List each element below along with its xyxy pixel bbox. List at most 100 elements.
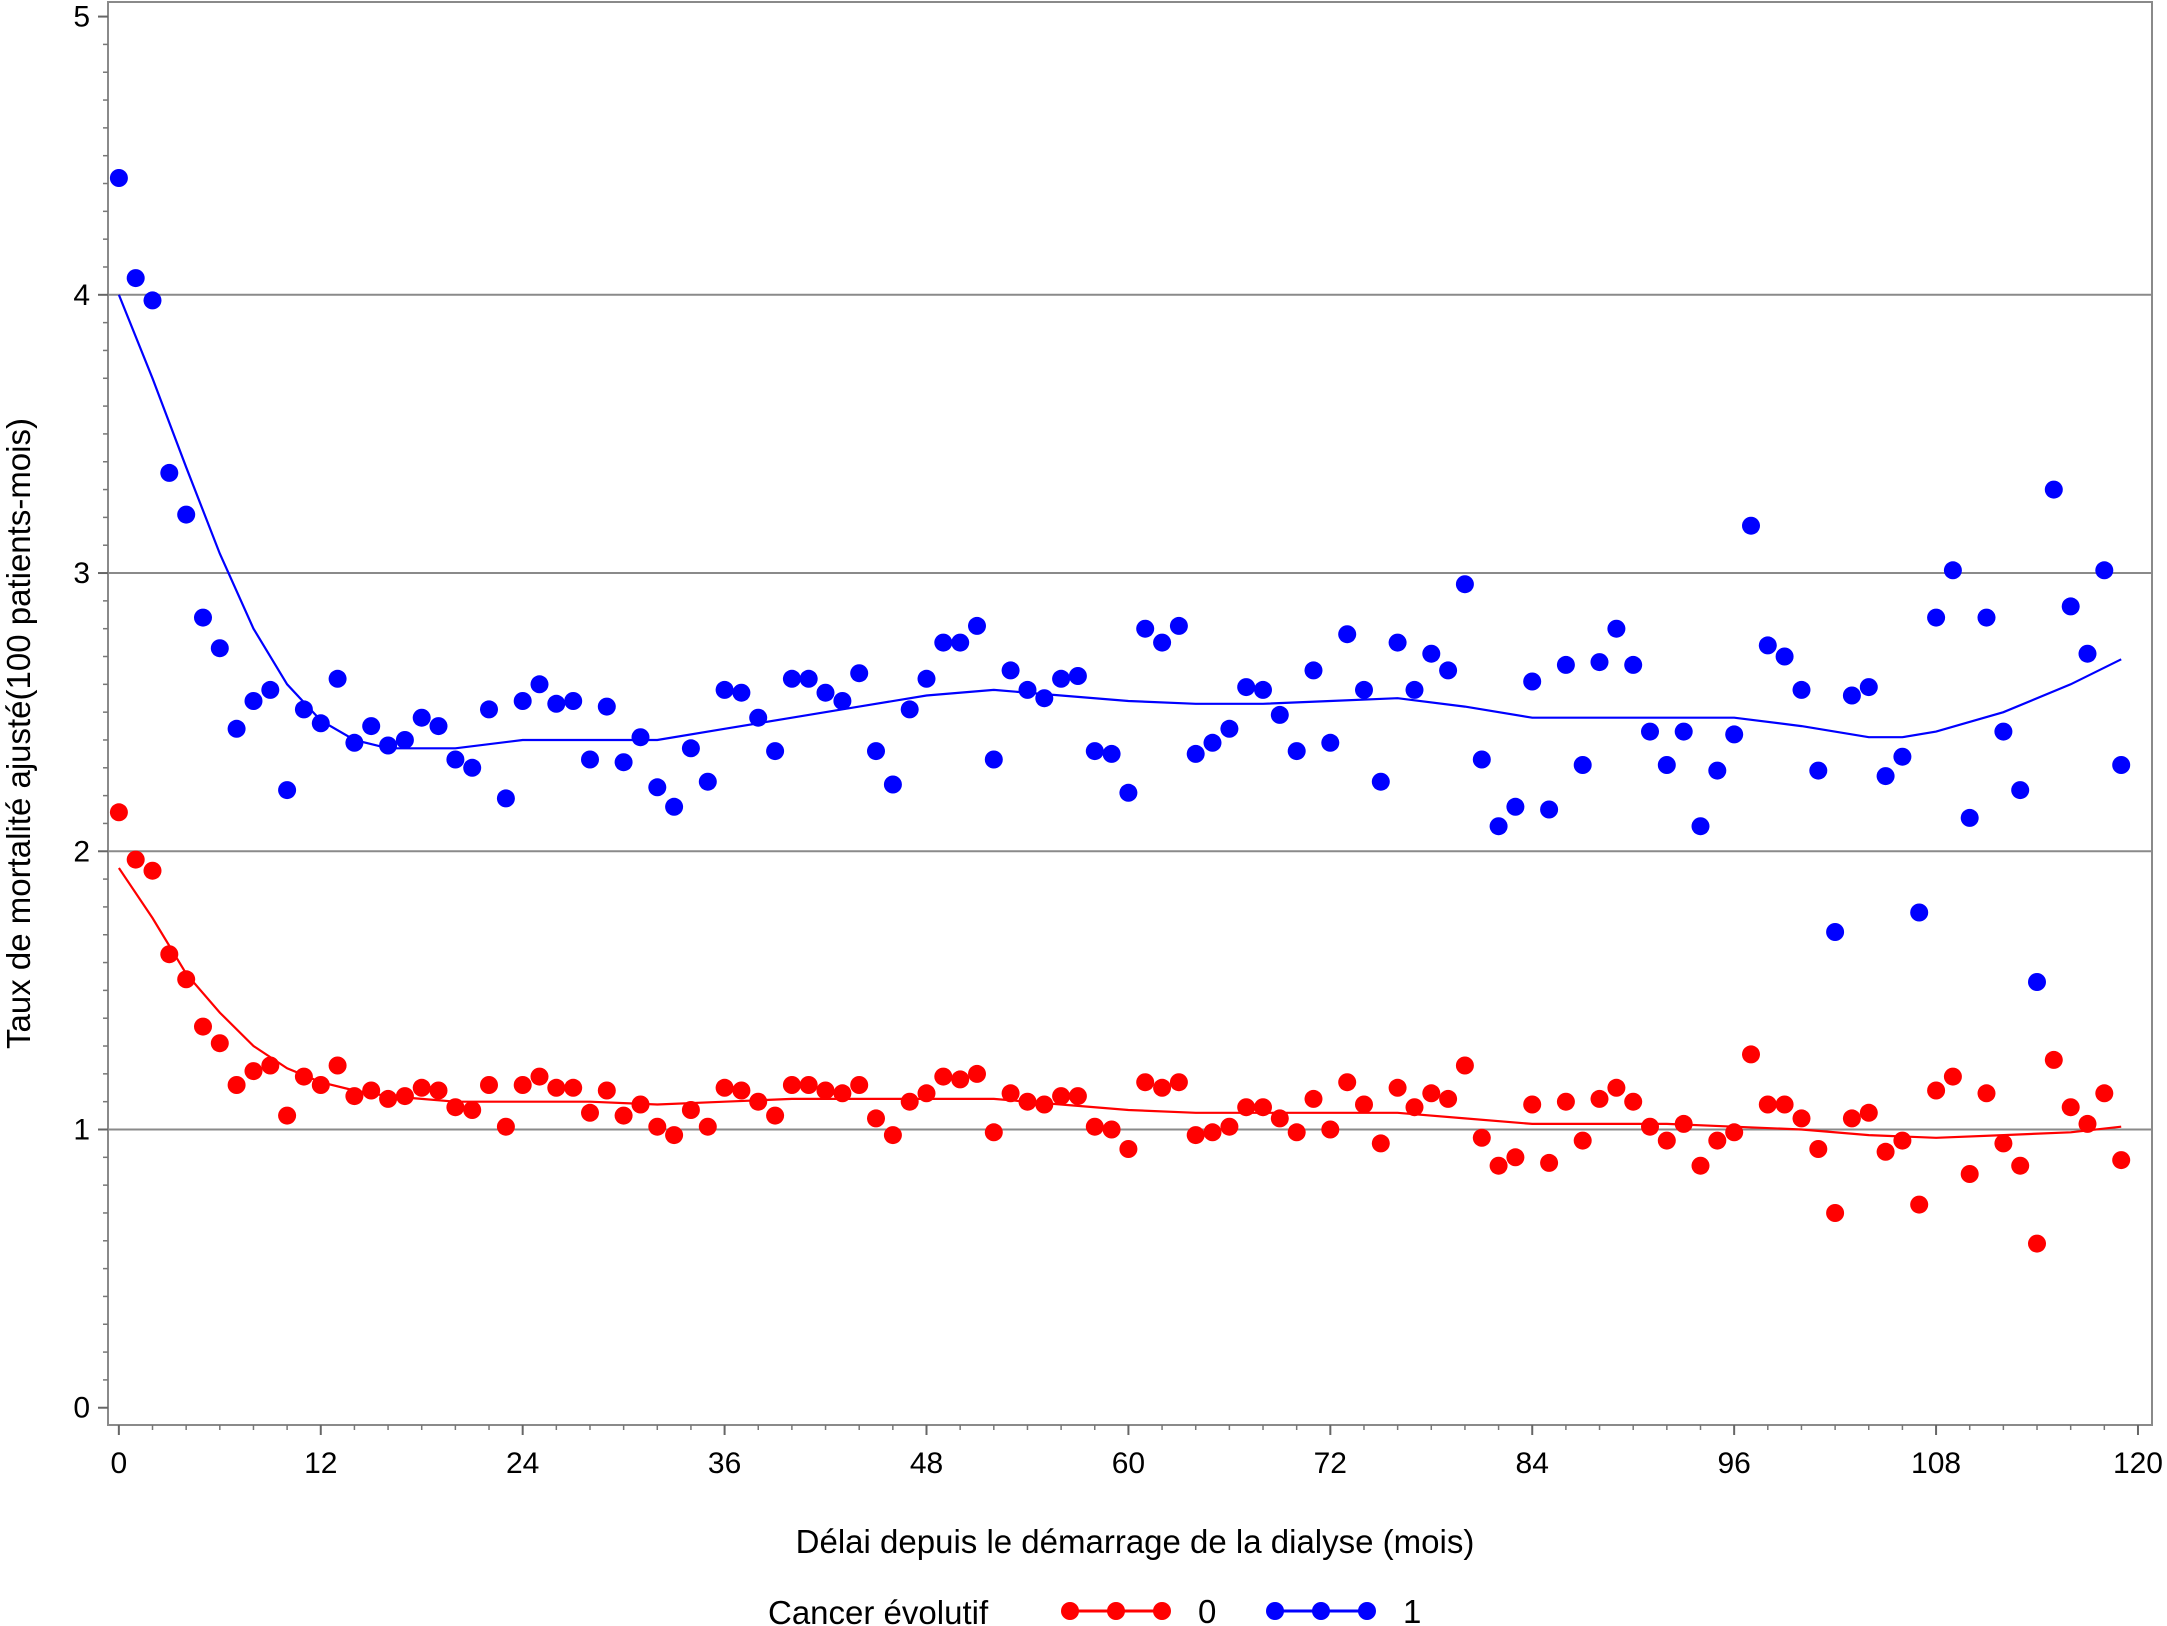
data-point	[1927, 608, 1946, 627]
data-point	[1792, 1109, 1811, 1128]
data-point	[1708, 1131, 1727, 1150]
data-point	[1556, 1092, 1575, 1111]
data-point	[1624, 655, 1643, 674]
data-point	[681, 739, 700, 758]
data-point	[1758, 636, 1777, 655]
legend-marker-swatch	[1358, 1602, 1376, 1620]
data-point	[665, 797, 684, 816]
data-point	[1455, 1056, 1474, 1075]
data-point	[1169, 1073, 1188, 1092]
data-point	[951, 1070, 970, 1089]
legend-marker-swatch	[1061, 1602, 1079, 1620]
data-point	[1203, 733, 1222, 752]
data-point	[1994, 722, 2013, 741]
data-point	[160, 945, 179, 964]
data-point	[429, 717, 448, 736]
data-point	[1657, 756, 1676, 774]
data-point	[1001, 661, 1020, 680]
data-point	[1809, 761, 1828, 780]
data-point	[1943, 561, 1962, 580]
data-point	[2112, 1151, 2131, 1170]
data-point	[1556, 655, 1575, 674]
data-point	[1590, 653, 1609, 672]
data-point	[1893, 747, 1912, 766]
x-tick-label: 24	[506, 1447, 539, 1480]
data-point	[1691, 1156, 1710, 1175]
data-point	[480, 700, 498, 719]
data-point	[395, 731, 414, 749]
data-point	[1674, 1114, 1693, 1133]
data-point	[1910, 1195, 1929, 1214]
data-point	[1388, 1078, 1407, 1097]
data-point	[648, 778, 667, 797]
smooth-curve-series-1	[117, 294, 2122, 750]
data-point	[732, 1081, 751, 1100]
data-point	[799, 1076, 818, 1094]
data-point	[581, 1103, 599, 1122]
data-point	[1573, 756, 1592, 774]
data-point	[1624, 1092, 1643, 1111]
data-point	[698, 1117, 717, 1136]
x-tick-label: 108	[1911, 1447, 1961, 1480]
y-tick-label: 3	[73, 557, 90, 590]
data-point	[1018, 680, 1037, 699]
data-point	[1018, 1092, 1037, 1111]
data-point	[2112, 756, 2131, 774]
data-point	[160, 463, 179, 482]
data-point	[597, 1081, 616, 1100]
data-point	[1657, 1131, 1676, 1150]
data-point	[513, 692, 532, 710]
data-point	[143, 291, 162, 310]
data-point	[1607, 1078, 1626, 1097]
data-point	[614, 1106, 633, 1125]
data-point	[564, 1078, 583, 1097]
data-point	[1826, 923, 1845, 941]
gridlines	[108, 293, 2152, 1131]
data-point	[1674, 722, 1693, 741]
y-axis-title: Taux de mortalité ajusté(100 patients-mo…	[0, 418, 37, 1049]
data-point	[564, 692, 583, 710]
data-point	[1725, 725, 1744, 744]
data-point	[614, 753, 633, 772]
data-point	[1977, 1084, 1996, 1103]
data-point	[1355, 680, 1373, 699]
data-point	[311, 714, 330, 733]
data-point	[1405, 1098, 1424, 1117]
data-point	[1052, 669, 1071, 688]
legend-entry-0: 0	[1061, 1593, 1216, 1626]
y-tick-label: 5	[73, 1, 90, 34]
data-point	[850, 1076, 869, 1094]
data-point	[1439, 661, 1458, 680]
data-point	[782, 669, 801, 688]
data-point	[597, 697, 616, 716]
data-point	[2011, 1156, 2030, 1175]
data-point	[1859, 1103, 1878, 1122]
data-point	[1321, 1120, 1340, 1139]
data-point	[732, 683, 751, 702]
data-point	[1775, 647, 1794, 666]
data-point	[715, 1078, 734, 1097]
data-point	[1876, 767, 1895, 786]
data-point	[1842, 686, 1861, 705]
data-point	[1826, 1204, 1845, 1222]
data-point	[446, 1098, 465, 1117]
data-point	[917, 669, 936, 688]
data-point	[278, 1106, 297, 1125]
data-point	[883, 1126, 902, 1145]
data-point	[867, 742, 885, 761]
legend-marker-swatch	[1153, 1602, 1171, 1620]
data-point	[2095, 561, 2114, 580]
data-point	[1472, 1128, 1491, 1147]
data-point	[631, 1095, 650, 1114]
data-point	[766, 1106, 785, 1125]
x-tick-label: 36	[708, 1447, 741, 1480]
legend-entry-1: 1	[1266, 1593, 1421, 1626]
x-tick-label: 84	[1516, 1447, 1549, 1480]
data-point	[1220, 719, 1239, 738]
data-point	[1136, 1073, 1155, 1092]
data-point	[1119, 783, 1138, 802]
data-point	[850, 664, 869, 683]
